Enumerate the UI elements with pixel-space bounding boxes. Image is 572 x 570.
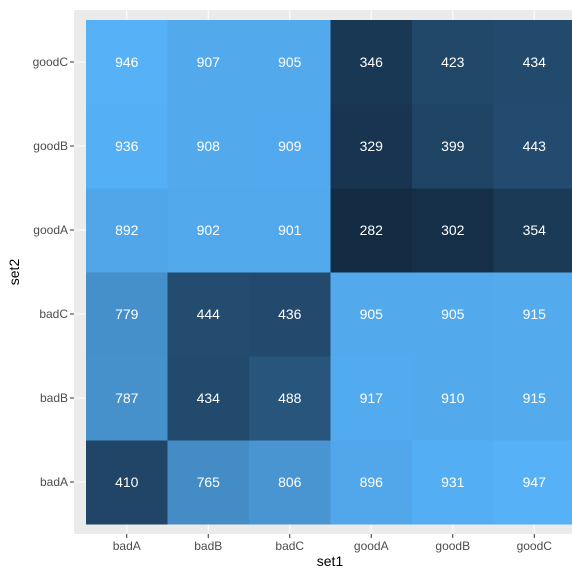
cell-value-label: 905 [278, 54, 302, 70]
cell-value-label: 434 [523, 54, 547, 70]
heatmap-cell [86, 188, 168, 273]
x-tick-label: goodC [517, 539, 553, 553]
y-tick-label: goodB [33, 139, 68, 153]
cell-value-label: 896 [360, 474, 384, 490]
cell-value-label: 892 [115, 222, 139, 238]
heatmap-cell [86, 104, 168, 189]
heatmap-cell [330, 188, 413, 273]
cell-value-label: 915 [523, 306, 547, 322]
cell-value-label: 765 [197, 474, 221, 490]
cell-value-label: 354 [523, 222, 547, 238]
heatmap-cell [86, 356, 168, 441]
heatmap-cell [412, 104, 494, 189]
y-tick-label: goodC [33, 55, 69, 69]
heatmap-cell [493, 104, 572, 189]
cell-value-label: 329 [360, 138, 384, 154]
heatmap-cell [493, 356, 572, 441]
cell-value-label: 909 [278, 138, 302, 154]
heatmap-cell [249, 440, 331, 525]
heatmap-cell [412, 356, 494, 441]
y-tick-label: badA [40, 475, 68, 489]
heatmap-cell [86, 440, 168, 525]
heatmap-cell [167, 104, 250, 189]
cell-value-label: 806 [278, 474, 302, 490]
cell-value-label: 434 [197, 390, 221, 406]
cell-value-label: 436 [278, 306, 302, 322]
cell-value-label: 346 [360, 54, 384, 70]
cell-value-label: 302 [441, 222, 465, 238]
heatmap-cell [412, 20, 494, 105]
heatmap-cell [330, 20, 413, 105]
cell-value-label: 907 [197, 54, 221, 70]
heatmap-cell [167, 356, 250, 441]
cell-value-label: 423 [441, 54, 465, 70]
cell-value-labels: 410 765 806 896 931 947 787 434 488 917 910 915 779 4… [115, 54, 546, 490]
heatmap-cell [493, 20, 572, 105]
heatmap-cell [86, 20, 168, 105]
y-axis-ticks: badA badB badC goodA goodB goodC [33, 55, 74, 489]
cell-value-label: 905 [360, 306, 384, 322]
cell-value-label: 901 [278, 222, 302, 238]
cell-value-label: 936 [115, 138, 139, 154]
cell-value-label: 947 [523, 474, 547, 490]
y-tick-label: badC [39, 307, 68, 321]
cell-value-label: 779 [115, 306, 139, 322]
x-axis-title: set1 [317, 553, 344, 569]
x-tick-label: goodA [354, 539, 389, 553]
heatmap-cell [330, 440, 413, 525]
y-axis-title: set2 [6, 259, 22, 286]
heatmap-cell [330, 356, 413, 441]
cell-value-label: 908 [197, 138, 221, 154]
heatmap-cell [412, 272, 494, 357]
cell-value-label: 917 [360, 390, 384, 406]
heatmap-cells [86, 20, 572, 525]
heatmap-cell [167, 20, 250, 105]
cell-value-label: 399 [441, 138, 465, 154]
heatmap-cell [249, 272, 331, 357]
heatmap-cell [493, 440, 572, 525]
heatmap-cell [86, 272, 168, 357]
heatmap-cell [167, 272, 250, 357]
cell-value-label: 410 [115, 474, 139, 490]
heatmap-cell [249, 356, 331, 441]
heatmap-cell [330, 272, 413, 357]
x-tick-label: badB [194, 539, 222, 553]
heatmap-cell [167, 188, 250, 273]
heatmap-cell [493, 272, 572, 357]
cell-value-label: 946 [115, 54, 139, 70]
cell-value-label: 902 [197, 222, 221, 238]
heatmap-cell [330, 104, 413, 189]
x-tick-label: badC [275, 539, 304, 553]
x-axis-ticks: badA badB badC goodA goodB goodC [113, 534, 553, 553]
cell-value-label: 905 [441, 306, 465, 322]
cell-value-label: 444 [197, 306, 221, 322]
heatmap-cell [249, 20, 331, 105]
x-tick-label: badA [113, 539, 141, 553]
cell-value-label: 282 [360, 222, 384, 238]
cell-value-label: 787 [115, 390, 139, 406]
cell-value-label: 931 [441, 474, 465, 490]
heatmap-cell [412, 188, 494, 273]
heatmap-cell [412, 440, 494, 525]
x-tick-label: goodB [435, 539, 470, 553]
heatmap-cell [167, 440, 250, 525]
y-tick-label: badB [40, 391, 68, 405]
heatmap-cell [249, 104, 331, 189]
cell-value-label: 915 [523, 390, 547, 406]
heatmap-cell [493, 188, 572, 273]
cell-value-label: 443 [523, 138, 547, 154]
heatmap-cell [249, 188, 331, 273]
cell-value-label: 488 [278, 390, 302, 406]
y-tick-label: goodA [33, 223, 68, 237]
cell-value-label: 910 [441, 390, 465, 406]
